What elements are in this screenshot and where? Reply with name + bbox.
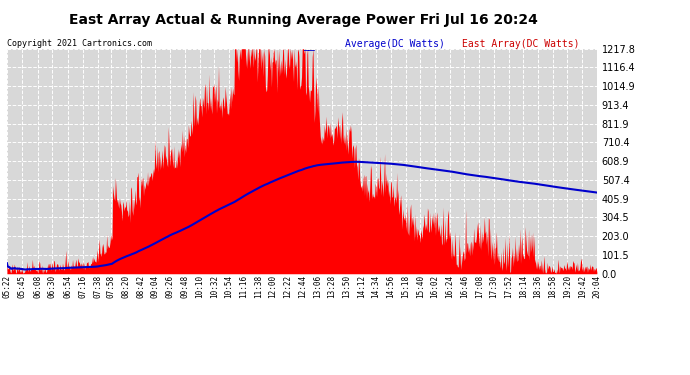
Text: East Array Actual & Running Average Power Fri Jul 16 20:24: East Array Actual & Running Average Powe… [69, 13, 538, 27]
Text: East Array(DC Watts): East Array(DC Watts) [462, 39, 580, 50]
Text: ──: ── [304, 46, 315, 56]
Text: Average(DC Watts): Average(DC Watts) [345, 39, 445, 50]
Text: Copyright 2021 Cartronics.com: Copyright 2021 Cartronics.com [7, 39, 152, 48]
